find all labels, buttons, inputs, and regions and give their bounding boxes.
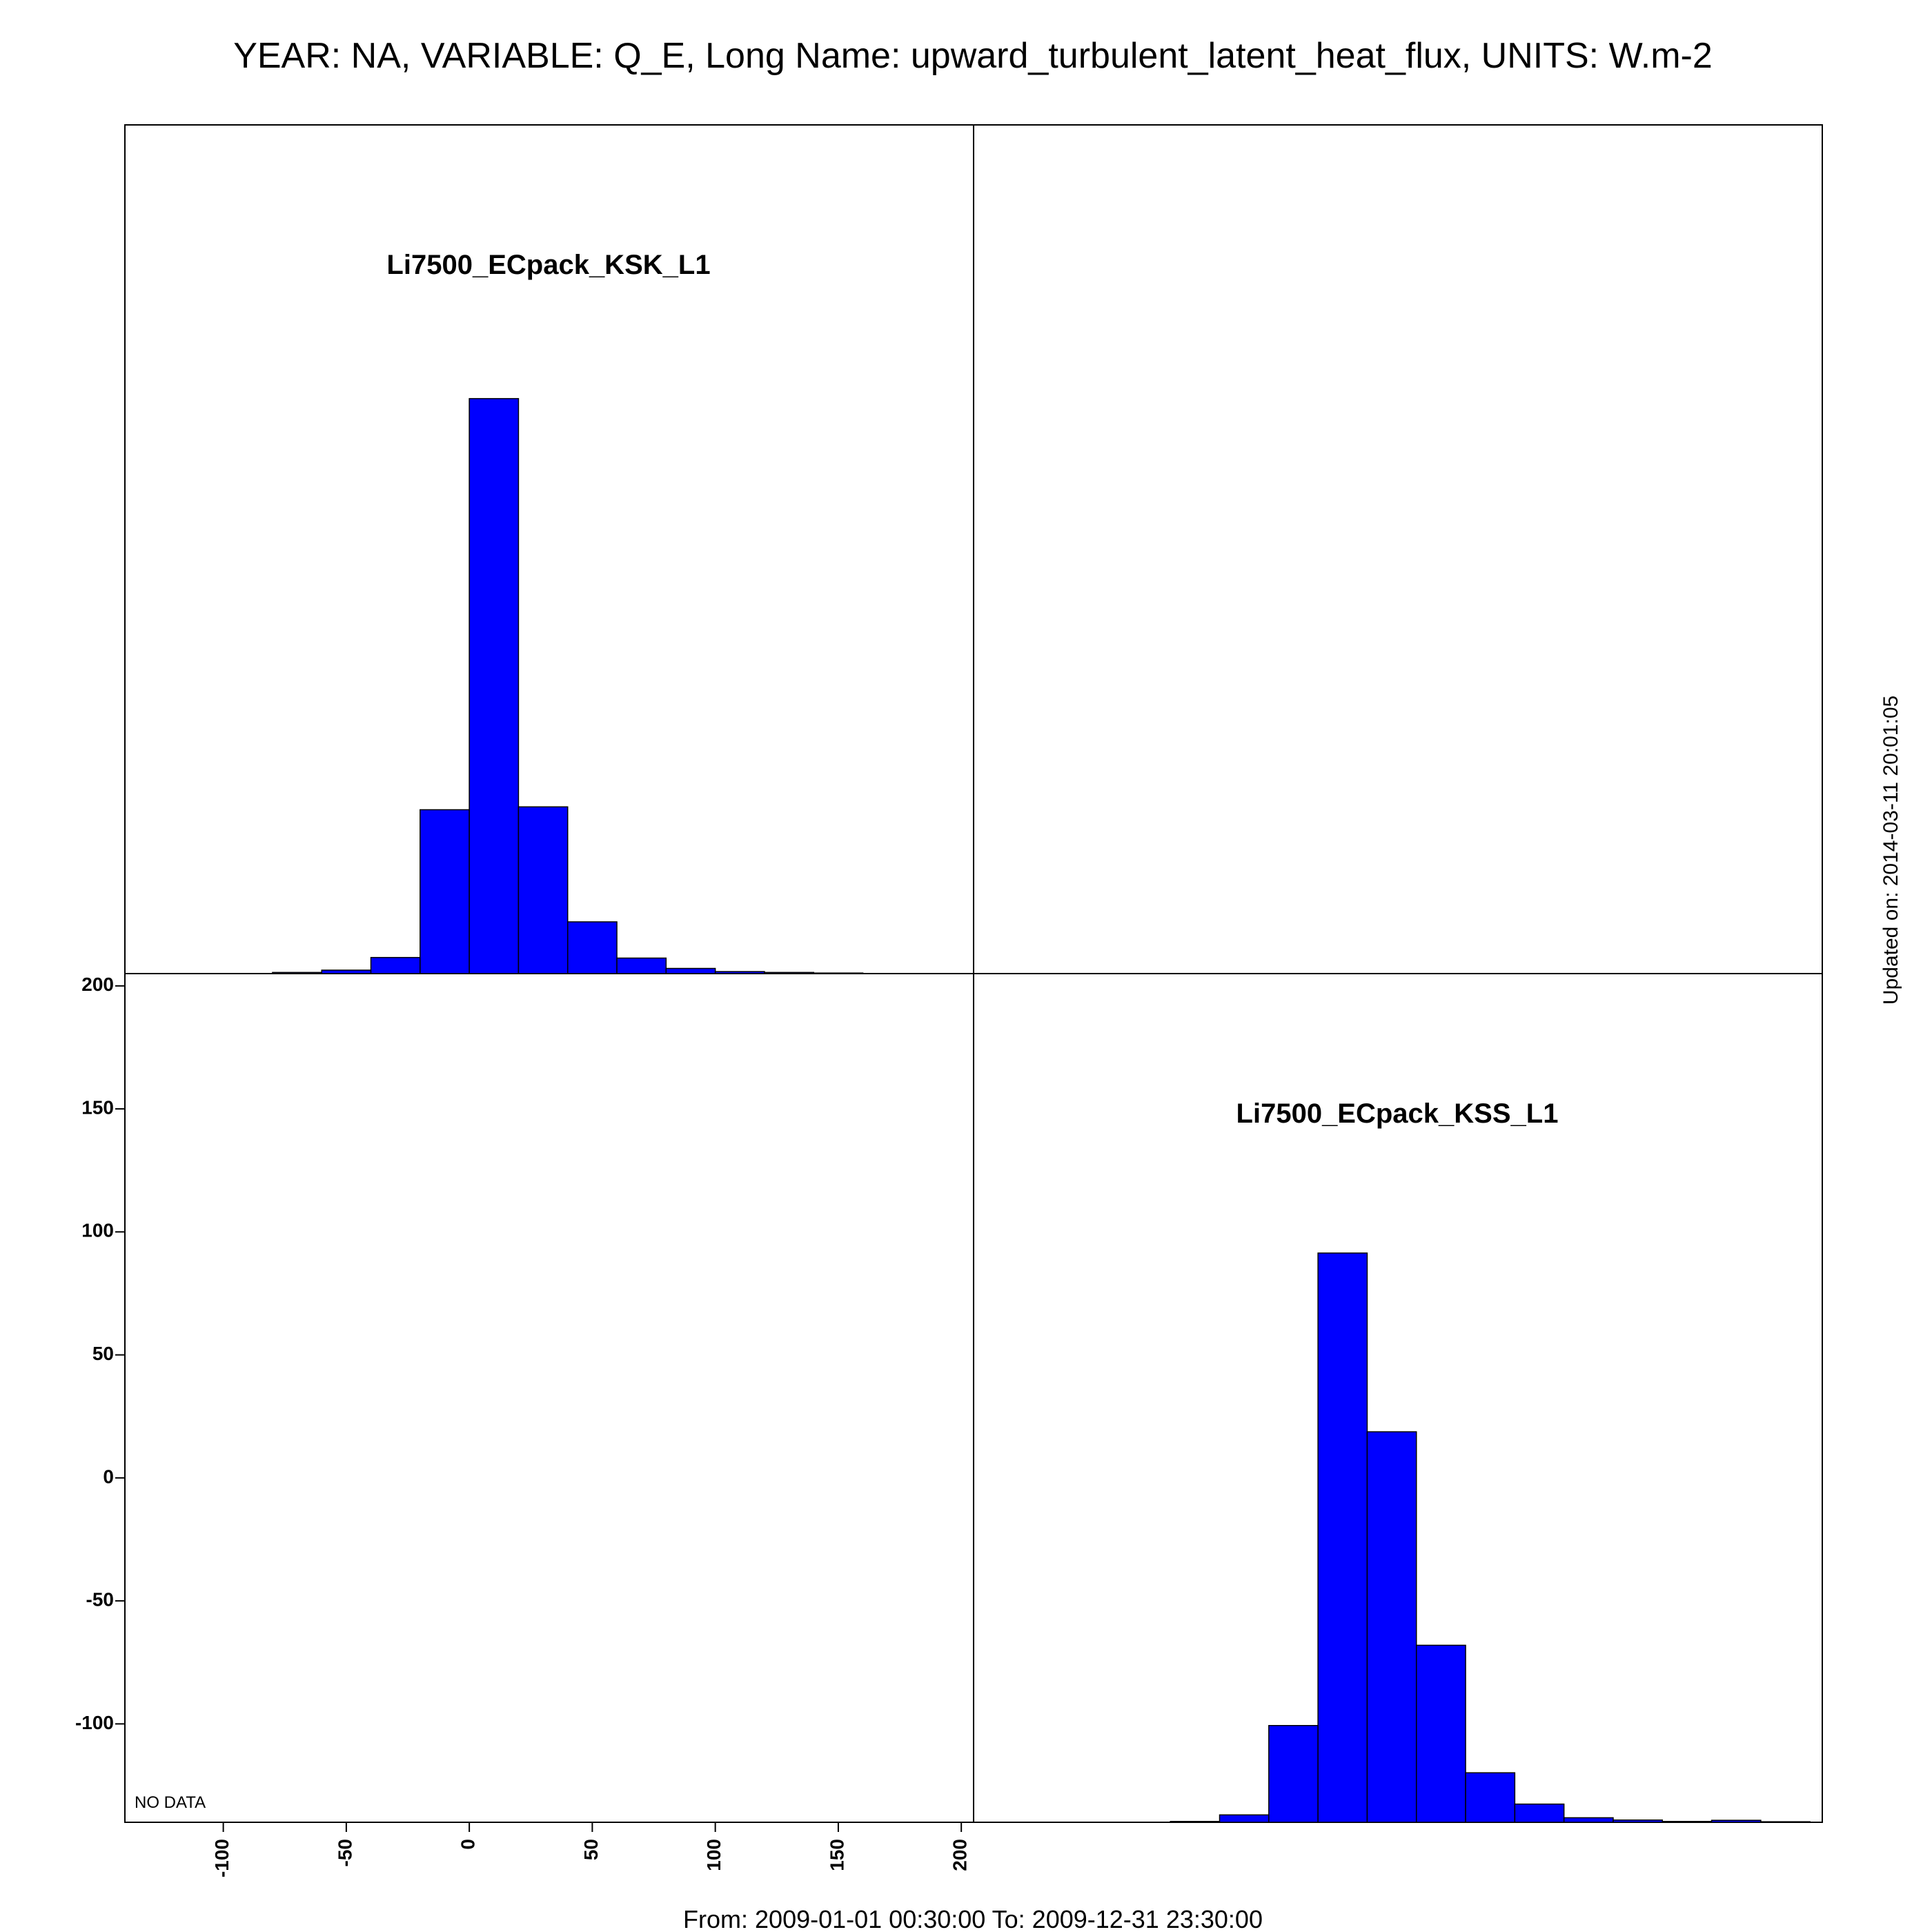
x-tick-label: 0 (457, 1839, 479, 1850)
histogram-bar (1514, 1803, 1565, 1823)
chart-title: YEAR: NA, VARIABLE: Q_E, Long Name: upwa… (233, 36, 1713, 76)
histogram-bar (764, 972, 815, 974)
panel-title-ksk: Li7500_ECpack_KSK_L1 (386, 250, 710, 280)
histogram-bar (1317, 1252, 1368, 1823)
histogram-bar (1613, 1819, 1664, 1823)
histogram-bar (1563, 1817, 1614, 1823)
date-range-footer: From: 2009-01-01 00:30:00 To: 2009-12-31… (683, 1905, 1263, 1932)
y-tick-label: 150 (81, 1096, 114, 1118)
y-tick-label: 200 (81, 974, 114, 995)
x-tick-label: 100 (703, 1839, 724, 1871)
y-tick-label: 0 (103, 1466, 114, 1487)
y-tick-label: -100 (75, 1712, 114, 1733)
histogram-bar (1415, 1644, 1466, 1823)
y-tick-label: -50 (86, 1589, 114, 1610)
histogram-bar (1465, 1772, 1516, 1823)
histogram-bar (370, 956, 421, 974)
x-tick-label: -100 (211, 1839, 233, 1877)
histogram-bar (714, 971, 765, 974)
histogram-bar (518, 806, 569, 974)
histogram-bar (1219, 1814, 1270, 1823)
histogram-bar (1366, 1431, 1417, 1823)
histogram-bar (616, 957, 667, 974)
x-tick-label: 200 (949, 1839, 971, 1871)
panel-title-kss: Li7500_ECpack_KSS_L1 (1236, 1098, 1559, 1129)
histogram-ksk (272, 397, 864, 974)
histogram-bar (420, 809, 470, 974)
x-tick-label: 150 (826, 1839, 847, 1871)
updated-timestamp: Updated on: 2014-03-11 20:01:05 (1880, 696, 1902, 1005)
y-tick-label: 100 (81, 1220, 114, 1241)
histogram-bar (272, 972, 322, 974)
histogram-kss (1170, 1252, 1811, 1823)
histogram-bar (1268, 1725, 1319, 1823)
x-tick-label: 50 (580, 1839, 602, 1860)
histogram-bar (469, 397, 520, 974)
no-data-label: NO DATA (135, 1793, 206, 1812)
histogram-bar (665, 967, 716, 974)
y-tick-label: 50 (92, 1343, 114, 1364)
x-tick-label: -50 (334, 1839, 355, 1866)
histogram-bar (321, 969, 372, 974)
histogram-bar (1711, 1820, 1762, 1823)
histogram-bar (566, 921, 618, 974)
histogram-bar (813, 972, 864, 974)
scatter-axes: -100 -50 0 50 100 150 200 -100 -50 0 50 100 150 200 (75, 974, 971, 1877)
